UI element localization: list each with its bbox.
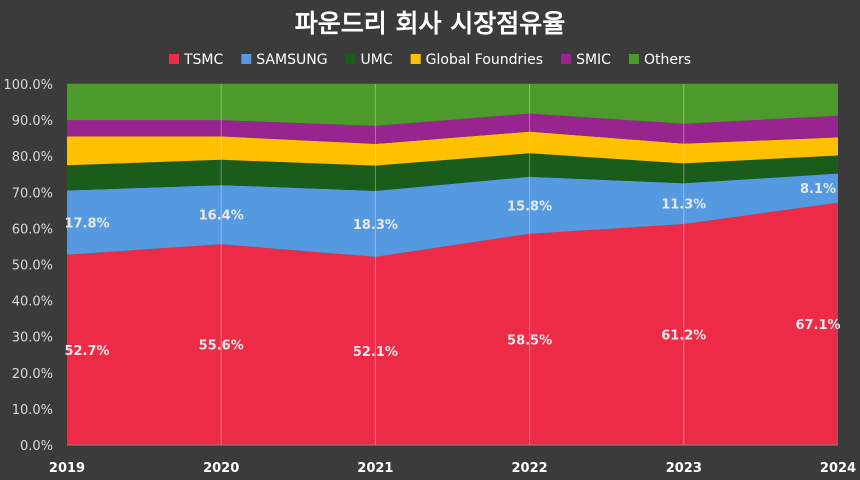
legend-swatch bbox=[168, 54, 179, 64]
y-tick-label: 40.0% bbox=[12, 295, 53, 310]
legend-label: SAMSUNG bbox=[256, 52, 327, 68]
data-label-samsung: 8.1% bbox=[800, 182, 836, 197]
area-samsung bbox=[67, 173, 838, 257]
area-tsmc bbox=[67, 202, 838, 445]
legend-swatch bbox=[345, 54, 356, 64]
x-tick-label: 2024 bbox=[820, 461, 856, 476]
chart-title: 파운드리 회사 시장점유율 bbox=[295, 9, 565, 38]
area-series bbox=[67, 84, 838, 445]
legend-item-smic: SMIC bbox=[561, 52, 611, 68]
legend-label: Others bbox=[644, 52, 691, 68]
x-tick-label: 2019 bbox=[49, 461, 85, 476]
y-tick-label: 10.0% bbox=[12, 403, 53, 418]
area-smic bbox=[67, 113, 838, 144]
data-label-tsmc: 52.1% bbox=[353, 345, 398, 360]
data-label-tsmc: 61.2% bbox=[661, 329, 706, 344]
legend-label: UMC bbox=[361, 52, 393, 68]
legend-swatch bbox=[561, 54, 572, 64]
legend-swatch bbox=[241, 54, 252, 64]
data-labels: 52.7% 55.6% 52.1% 58.5% 61.2% 67.1% 17.8% 16.4%… bbox=[64, 182, 840, 360]
y-tick-label: 70.0% bbox=[12, 186, 53, 201]
data-label-tsmc: 55.6% bbox=[199, 339, 244, 354]
y-tick-label: 20.0% bbox=[12, 367, 53, 382]
legend-label: SMIC bbox=[576, 52, 611, 68]
legend-swatch bbox=[628, 54, 639, 64]
x-tick-label: 2021 bbox=[357, 461, 393, 476]
legend-item-global-foundries: Global Foundries bbox=[410, 52, 543, 68]
x-tick-label: 2020 bbox=[203, 461, 239, 476]
legend: TSMC SAMSUNG UMC Global Foundries SMIC Others bbox=[168, 52, 691, 68]
data-label-samsung: 16.4% bbox=[199, 209, 244, 224]
x-tick-label: 2023 bbox=[666, 461, 702, 476]
data-label-samsung: 15.8% bbox=[507, 199, 552, 214]
data-label-tsmc: 67.1% bbox=[795, 318, 840, 333]
y-tick-label: 30.0% bbox=[12, 331, 53, 346]
y-tick-label: 50.0% bbox=[12, 259, 53, 274]
legend-item-others: Others bbox=[628, 52, 691, 68]
y-axis: 0.0% 10.0% 20.0% 30.0% 40.0% 50.0% 60.0% 70.0% 8… bbox=[3, 78, 53, 454]
y-tick-label: 0.0% bbox=[20, 439, 53, 454]
data-label-tsmc: 58.5% bbox=[507, 333, 552, 348]
y-tick-label: 90.0% bbox=[12, 114, 53, 129]
y-tick-label: 60.0% bbox=[12, 222, 53, 237]
data-label-samsung: 11.3% bbox=[661, 198, 706, 213]
x-tick-label: 2022 bbox=[512, 461, 548, 476]
x-axis: 2019 2020 2021 2022 2023 2024 bbox=[49, 461, 856, 476]
legend-swatch bbox=[410, 54, 421, 64]
data-label-tsmc: 52.7% bbox=[64, 344, 109, 359]
area-umc bbox=[67, 153, 838, 191]
y-tick-label: 100.0% bbox=[3, 78, 53, 93]
legend-item-umc: UMC bbox=[345, 52, 393, 68]
y-tick-label: 80.0% bbox=[12, 150, 53, 165]
area-global-foundries bbox=[67, 131, 838, 166]
legend-item-samsung: SAMSUNG bbox=[241, 52, 328, 68]
legend-label: Global Foundries bbox=[426, 52, 543, 68]
area-others bbox=[67, 84, 838, 126]
legend-label: TSMC bbox=[183, 52, 224, 68]
data-label-samsung: 17.8% bbox=[64, 217, 109, 232]
data-label-samsung: 18.3% bbox=[353, 218, 398, 233]
vertical-gridlines bbox=[67, 84, 838, 446]
legend-item-tsmc: TSMC bbox=[168, 52, 224, 68]
